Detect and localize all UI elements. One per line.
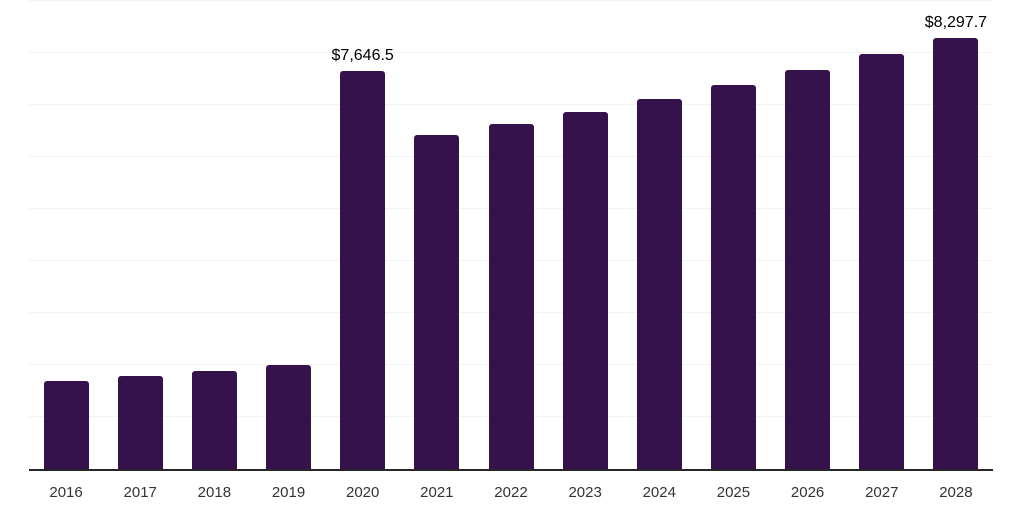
x-axis-label-2018: 2018 [197, 484, 232, 501]
x-axis-label-2028: 2028 [939, 484, 973, 501]
x-axis-label-2026: 2026 [790, 484, 825, 501]
x-axis-label-2027: 2027 [865, 484, 899, 501]
x-axis-label-2025: 2025 [716, 484, 751, 501]
x-axis-label-2023: 2023 [568, 484, 602, 501]
bar-2020[interactable] [340, 71, 386, 469]
bar-2016[interactable] [43, 381, 89, 469]
x-axis-label-2024: 2024 [642, 484, 676, 501]
x-axis-tick-labels: 2016 2017 2018 2019 2020 2021 2022 2023 2024 2025… [29, 484, 993, 504]
bar-2024[interactable] [636, 98, 682, 469]
bar-2027[interactable] [859, 54, 905, 469]
x-axis-label-2021: 2021 [420, 484, 454, 501]
gridline [29, 104, 993, 105]
x-axis-line [29, 469, 993, 471]
bar-2025[interactable] [710, 84, 756, 469]
bar-2022[interactable] [488, 124, 534, 469]
bar-2023[interactable] [562, 112, 608, 469]
gridline [29, 52, 993, 53]
bar-2026[interactable] [785, 70, 831, 469]
bar-2019[interactable] [266, 365, 312, 469]
x-axis-label-2016: 2016 [49, 484, 83, 501]
x-axis-label-2022: 2022 [494, 484, 528, 501]
gridline [29, 0, 993, 1]
data-label-2028: $8,297.7 [924, 13, 988, 31]
bar-2028[interactable] [933, 37, 979, 469]
plot-area: $7,646.5 $8,297.7 [29, 0, 993, 469]
bar-2018[interactable] [191, 370, 237, 469]
bar-2021[interactable] [414, 135, 460, 469]
x-axis-label-2017: 2017 [123, 484, 157, 501]
x-axis-label-2019: 2019 [271, 484, 306, 501]
bar-2017[interactable] [117, 375, 163, 469]
x-axis-label-2020: 2020 [345, 484, 380, 501]
data-label-2020: $7,646.5 [331, 47, 394, 65]
